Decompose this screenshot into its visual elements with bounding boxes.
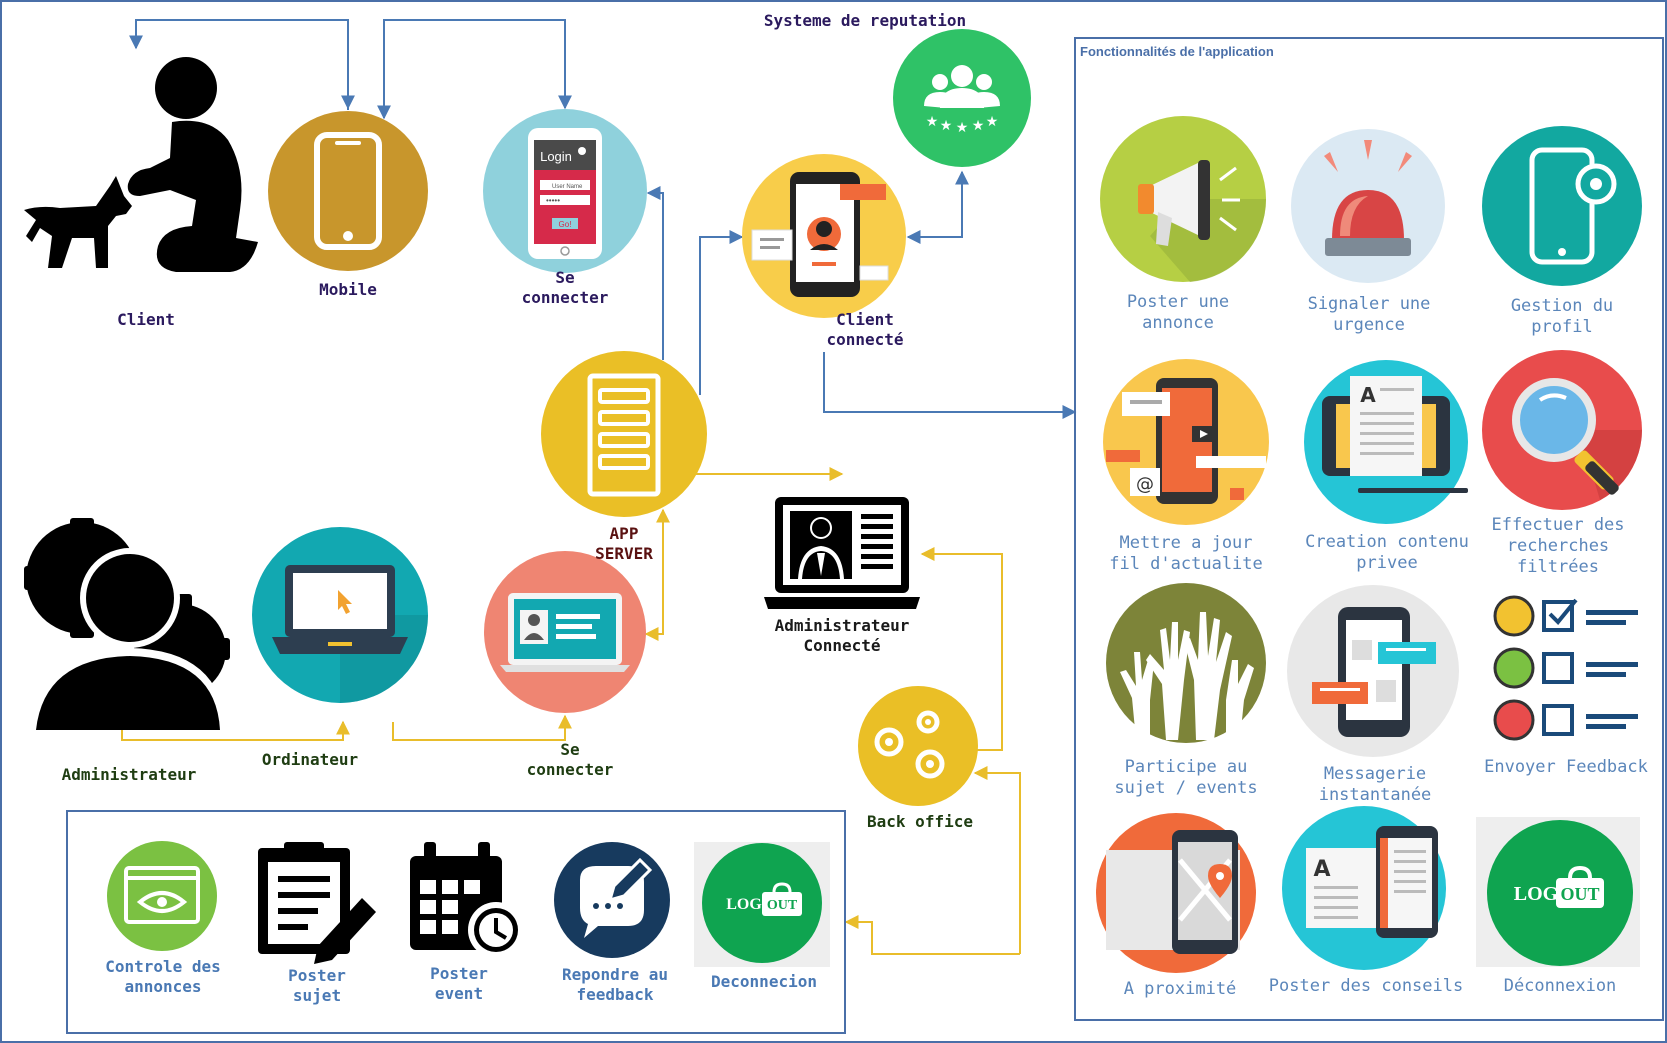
connector-reputation-client: [906, 172, 963, 244]
feature-profile-icon: [1482, 126, 1642, 286]
svg-text:A: A: [1313, 857, 1330, 882]
feature-label: Messagerie instantanée: [1318, 764, 1432, 805]
feature-advice-icon: A: [1282, 806, 1446, 970]
admin-logout-icon: LOG OUT: [694, 842, 830, 967]
feature-private-content-icon: A: [1304, 360, 1468, 524]
logout-logo-left: LOG: [1514, 883, 1559, 905]
logout-logo-right: OUT: [1560, 884, 1599, 904]
admin-item-label: Deconnecion: [711, 972, 817, 991]
admin-connected-icon: [764, 497, 920, 609]
login-bottom-label: Se connecter: [526, 740, 614, 779]
login-go-button: Go!: [559, 220, 572, 229]
feature-news-feed-icon: @: [1103, 359, 1269, 525]
feature-alert-icon: [1291, 129, 1445, 283]
mobile-icon: [268, 111, 428, 271]
mobile-label: Mobile: [319, 280, 377, 299]
features-panel: [1074, 37, 1664, 1021]
feature-label: Poster une annonce: [1126, 292, 1230, 333]
app-server-label: APP SERVER: [595, 524, 653, 563]
reputation-label: Systeme de reputation: [763, 11, 967, 30]
admin-reply-feedback-icon: [554, 842, 670, 958]
blue-connectors: [129, 19, 1077, 419]
connector-ordinateur-login2: [392, 714, 572, 741]
back-office-gears-icon: [858, 686, 978, 806]
login-phone-icon: Login User Name ••••• Go!: [483, 109, 647, 273]
connector-server-login: [646, 186, 664, 360]
admin-post-event-icon: [410, 842, 524, 958]
feature-feedback-icon: [1493, 595, 1638, 741]
feature-label: Creation contenu privee: [1305, 532, 1469, 573]
feature-label: Déconnexion: [1503, 976, 1617, 996]
feature-label: Participe au sujet / events: [1114, 757, 1258, 798]
admin-post-subject-icon: [258, 842, 376, 964]
login-screen-title: Login: [540, 149, 572, 164]
feature-label: Gestion du profil: [1510, 296, 1614, 337]
admin-logout-logo-right: OUT: [767, 898, 798, 913]
admin-connected-label: Administrateur Connecté: [774, 616, 910, 655]
svg-text:@: @: [1136, 474, 1154, 495]
svg-text:★: ★: [940, 118, 953, 134]
feature-label: Envoyer Feedback: [1484, 757, 1648, 777]
feature-post-ad-icon: [1100, 116, 1267, 282]
app-server-icon: [541, 351, 707, 517]
svg-text:•••••: •••••: [546, 196, 560, 205]
connector-client-features: [823, 352, 1077, 419]
feature-label: Poster des conseils: [1268, 976, 1464, 996]
feature-label: Mettre a jour fil d'actualite: [1109, 533, 1263, 574]
svg-text:★: ★: [956, 120, 969, 136]
admin-item-label: Repondre au feedback: [562, 965, 668, 1004]
connector-mobile-login: [384, 19, 572, 110]
admin-logout-logo-left: LOG: [726, 896, 762, 913]
yellow-connectors: [121, 467, 1021, 955]
connector-admin-ordinateur: [121, 720, 350, 741]
login-user-field: User Name: [552, 184, 583, 190]
administrator-label: Administrateur: [61, 765, 197, 784]
connector-login-mobile: [377, 19, 565, 120]
feature-label: Effectuer des recherches filtrées: [1491, 515, 1625, 577]
admin-control-ads-icon: [107, 841, 217, 951]
feature-participate-icon: [1106, 583, 1266, 743]
svg-text:A: A: [1360, 383, 1376, 407]
connector-server-client: [699, 230, 744, 395]
admin-panel: [66, 810, 846, 1034]
admin-item-label: Controle des annonces: [105, 957, 221, 996]
administrator-figure-icon: [24, 518, 230, 730]
feature-label: Signaler une urgence: [1307, 294, 1431, 335]
svg-text:★: ★: [972, 118, 985, 134]
features-panel-title: Fonctionnalités de l'application: [1080, 44, 1274, 59]
connector-to-backoffice: [973, 766, 1021, 954]
connector-backoffice-admin: [920, 547, 1003, 751]
admin-item-label: Poster event: [430, 964, 488, 1003]
feature-nearby-icon: [1096, 813, 1256, 973]
laptop-login-icon: [484, 551, 646, 713]
client-connected-icon: [742, 154, 906, 318]
feature-messaging-icon: [1287, 585, 1459, 757]
svg-text:★: ★: [926, 114, 939, 130]
client-figure-icon: [24, 57, 258, 272]
feature-logout-icon: LOG OUT: [1476, 817, 1640, 967]
admin-item-label: Poster sujet: [288, 966, 346, 1005]
back-office-label: Back office: [867, 812, 973, 831]
connector-to-admin-panel: [844, 915, 1020, 955]
login-top-label: Se connecter: [521, 268, 609, 307]
ordinateur-icon: [252, 527, 428, 703]
feature-search-icon: [1482, 350, 1642, 510]
feature-label: A proximité: [1123, 979, 1237, 999]
ordinateur-label: Ordinateur: [261, 750, 359, 769]
reputation-icon: ★ ★ ★ ★ ★: [893, 29, 1031, 167]
client-connected-label: Client connecté: [826, 310, 904, 349]
client-label: Client: [117, 310, 175, 329]
svg-text:★: ★: [986, 114, 999, 130]
